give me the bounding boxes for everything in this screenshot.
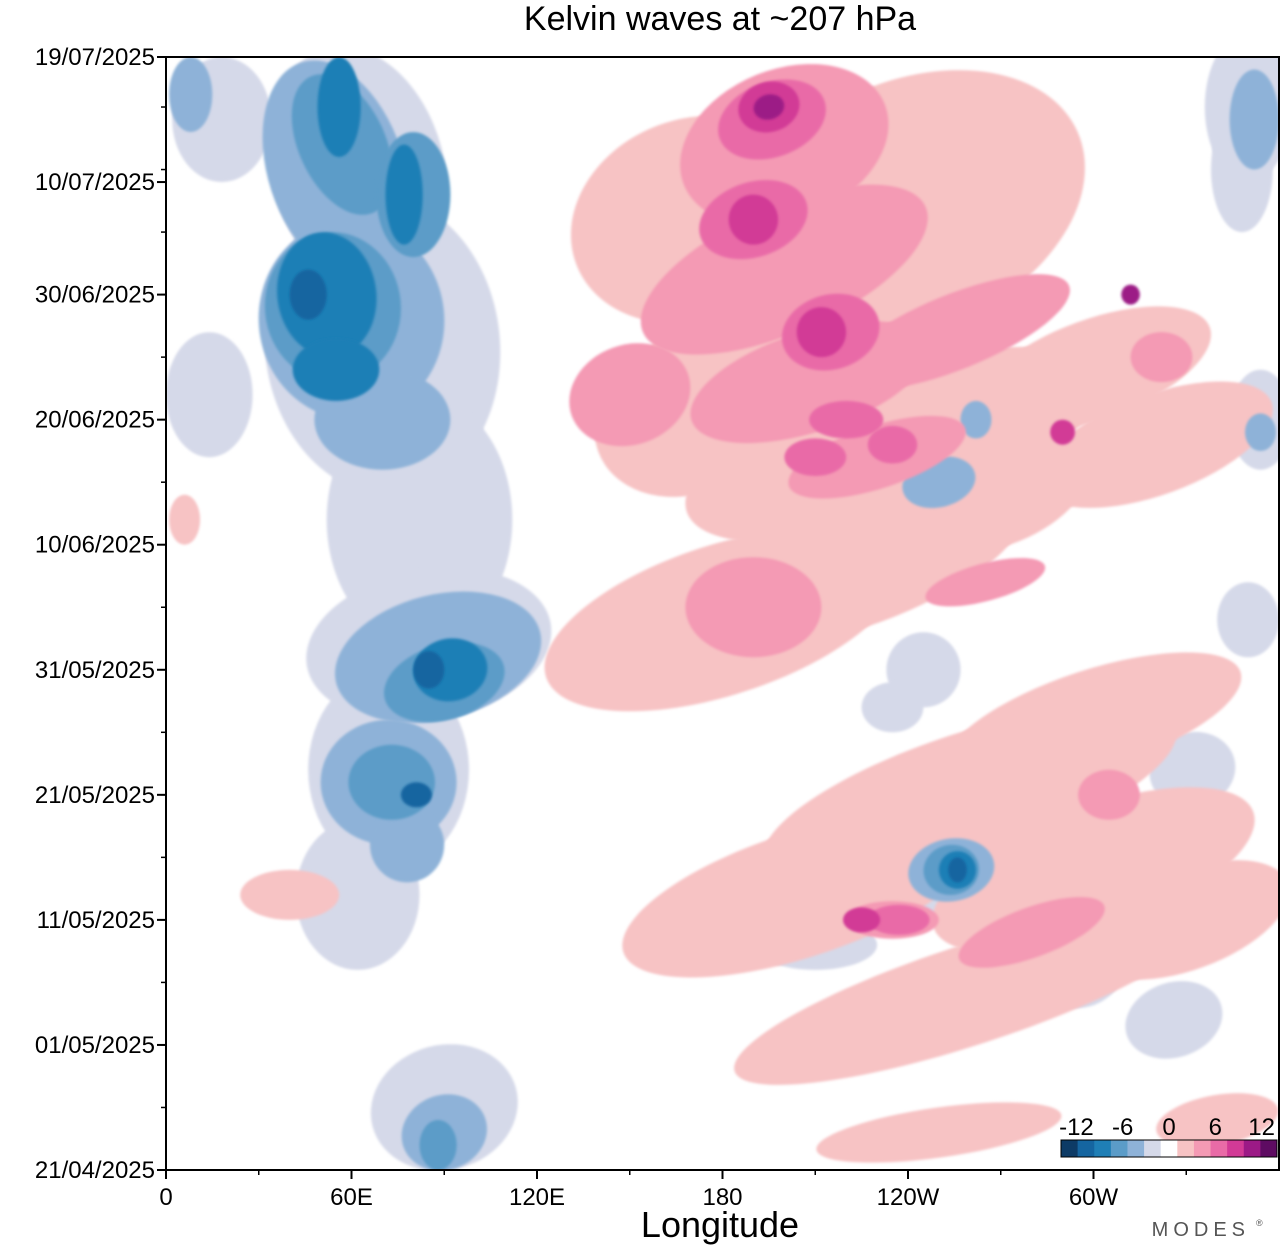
negative-anomaly-region — [419, 1120, 457, 1170]
negative-anomaly-region — [289, 269, 327, 320]
x-axis: 0 60E 120E 180 120W 60W — [159, 1170, 1187, 1211]
colorbar-swatch — [1260, 1140, 1278, 1157]
y-tick-label: 10/07/2025 — [35, 169, 155, 196]
negative-anomaly-region — [1229, 69, 1279, 170]
positive-anomaly-region — [169, 494, 201, 545]
positive-anomaly-region — [1083, 860, 1279, 980]
y-tick-label: 10/06/2025 — [35, 532, 155, 559]
positive-anomaly-region — [816, 1102, 1062, 1163]
negative-anomaly-region — [292, 338, 380, 401]
negative-anomaly-region — [400, 782, 432, 808]
y-axis: 21/04/2025 01/05/2025 11/05/2025 21/05/2025… — [35, 44, 166, 1184]
colorbar-tick-label: 12 — [1248, 1114, 1275, 1141]
colorbar-swatch — [1094, 1140, 1112, 1157]
colorbar-swatch — [1144, 1140, 1162, 1157]
x-tick-label: 120W — [877, 1184, 940, 1211]
negative-anomaly-region — [861, 682, 924, 733]
colorbar-frame — [1060, 1139, 1278, 1158]
positive-anomaly-region — [843, 907, 881, 933]
negative-anomaly-region — [948, 857, 967, 883]
positive-anomaly-region — [838, 274, 1070, 391]
x-tick-label: 180 — [702, 1184, 742, 1211]
colorbar-tick-label: -12 — [1059, 1114, 1094, 1141]
colorbar-tick-label: 6 — [1209, 1114, 1222, 1141]
negative-anomaly-region — [1217, 582, 1279, 658]
colorbar-swatch — [1227, 1140, 1245, 1157]
colorbar: -12 -6 0 6 12 — [1059, 1114, 1278, 1158]
x-tick-label: 60W — [1069, 1184, 1119, 1211]
positive-anomaly-region — [809, 400, 884, 439]
y-tick-label: 11/05/2025 — [37, 907, 155, 934]
negative-anomaly-region — [370, 807, 445, 883]
positive-anomaly-region — [1130, 332, 1193, 383]
colorbar-swatch — [1243, 1140, 1261, 1157]
y-tick-label: 30/06/2025 — [35, 282, 155, 309]
positive-anomaly-region — [685, 557, 822, 658]
negative-anomaly-region — [960, 400, 992, 439]
positive-anomaly-region — [867, 904, 930, 935]
positive-anomaly-region — [867, 425, 918, 464]
positive-anomaly-region — [1037, 381, 1273, 508]
y-tick-label: 31/05/2025 — [35, 657, 155, 684]
colorbar-swatch — [1127, 1140, 1145, 1157]
registered-mark: ® — [1256, 1218, 1263, 1228]
positive-anomaly-region — [958, 897, 1105, 968]
positive-anomaly-region — [796, 307, 847, 358]
colorbar-swatch — [1177, 1140, 1195, 1157]
colorbar-swatch — [1193, 1140, 1212, 1157]
colorbar-swatch — [1210, 1140, 1228, 1157]
positive-anomaly-region — [240, 869, 340, 920]
chart-title: Kelvin waves at ~207 hPa — [524, 0, 916, 38]
positive-anomaly-region — [569, 343, 691, 447]
anomaly-contour-field — [166, 57, 1279, 1170]
negative-anomaly-region — [1125, 981, 1223, 1059]
modes-logo: MODES — [1152, 1219, 1250, 1241]
negative-anomaly-region — [385, 144, 423, 245]
negative-anomaly-region — [317, 57, 361, 157]
positive-anomaly-region — [1121, 284, 1140, 305]
positive-anomaly-region — [925, 558, 1046, 607]
y-tick-label: 01/05/2025 — [35, 1032, 155, 1059]
colorbar-swatch — [1160, 1140, 1178, 1157]
positive-anomaly-region — [784, 438, 847, 477]
y-tick-label: 21/05/2025 — [35, 782, 155, 809]
negative-anomaly-region — [348, 744, 436, 820]
positive-anomaly-region — [1156, 1093, 1279, 1147]
colorbar-tick-label: -6 — [1112, 1114, 1133, 1141]
positive-anomaly-region — [728, 194, 779, 245]
y-tick-label: 21/04/2025 — [35, 1157, 155, 1184]
negative-anomaly-region — [1245, 413, 1276, 452]
y-tick-label: 20/06/2025 — [35, 407, 155, 434]
colorbar-swatch — [1110, 1140, 1128, 1157]
x-tick-label: 120E — [509, 1184, 565, 1211]
positive-anomaly-region — [753, 94, 785, 120]
x-tick-label: 60E — [330, 1184, 373, 1211]
positive-anomaly-region — [640, 184, 928, 355]
colorbar-swatch — [1061, 1140, 1079, 1157]
x-tick-label: 0 — [159, 1184, 172, 1211]
negative-anomaly-region — [169, 57, 213, 132]
positive-anomaly-region — [622, 812, 978, 978]
x-axis-label: Longitude — [641, 1204, 799, 1245]
positive-anomaly-region — [932, 787, 1255, 953]
colorbar-swatch — [1077, 1140, 1095, 1157]
negative-anomaly-region — [166, 332, 253, 458]
positive-anomaly-region — [1078, 769, 1140, 820]
positive-anomaly-region — [1050, 419, 1075, 445]
negative-anomaly-region — [413, 651, 445, 689]
colorbar-tick-label: 0 — [1162, 1114, 1175, 1141]
y-tick-label: 19/07/2025 — [35, 44, 155, 71]
